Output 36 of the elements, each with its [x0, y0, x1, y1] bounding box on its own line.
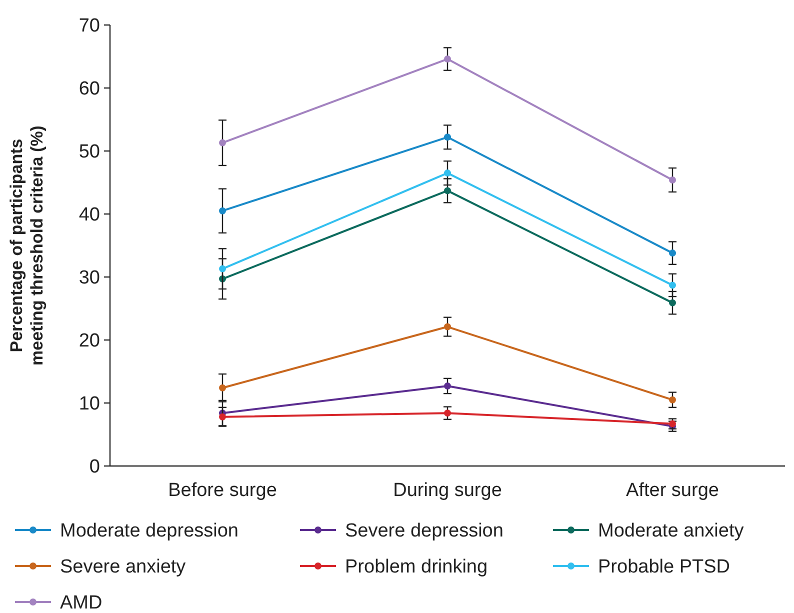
y-tick-label: 20: [78, 330, 100, 352]
point: [669, 176, 676, 184]
legend-label: Moderate depression: [60, 520, 238, 542]
point: [444, 382, 451, 390]
point: [444, 134, 451, 141]
point: [669, 396, 676, 404]
y-tick-label: 70: [78, 16, 100, 37]
legend-label: AMD: [60, 592, 102, 613]
point: [219, 207, 226, 214]
y-tick-label: 40: [78, 204, 100, 226]
y-tick-label: 0: [89, 456, 100, 478]
x-tick-label: Before surge: [168, 480, 277, 501]
y-tick-label: 30: [78, 268, 100, 289]
legend-label: Problem drinking: [345, 556, 488, 578]
y-axis-title: Percentage of participants meeting threshold criteria (%): [7, 126, 46, 366]
point: [219, 413, 226, 420]
x-tick-label: During surge: [393, 480, 502, 501]
y-tick-label: 50: [78, 142, 100, 163]
point: [669, 250, 676, 257]
point: [444, 187, 451, 194]
point: [219, 265, 226, 272]
point: [444, 323, 451, 330]
point: [444, 170, 451, 177]
x-tick-label: After surge: [626, 480, 719, 501]
point: [669, 282, 676, 289]
legend-label: Moderate anxiety: [598, 520, 744, 542]
point: [219, 384, 226, 392]
point: [669, 299, 676, 306]
point: [444, 410, 451, 417]
legend-label: Probable PTSD: [598, 556, 730, 578]
y-tick-label: 10: [78, 394, 100, 415]
point: [444, 56, 451, 63]
point: [219, 139, 226, 146]
y-tick-label: 60: [78, 78, 100, 100]
legend-label: Severe depression: [345, 520, 504, 542]
legend-label: Severe anxiety: [60, 556, 186, 578]
